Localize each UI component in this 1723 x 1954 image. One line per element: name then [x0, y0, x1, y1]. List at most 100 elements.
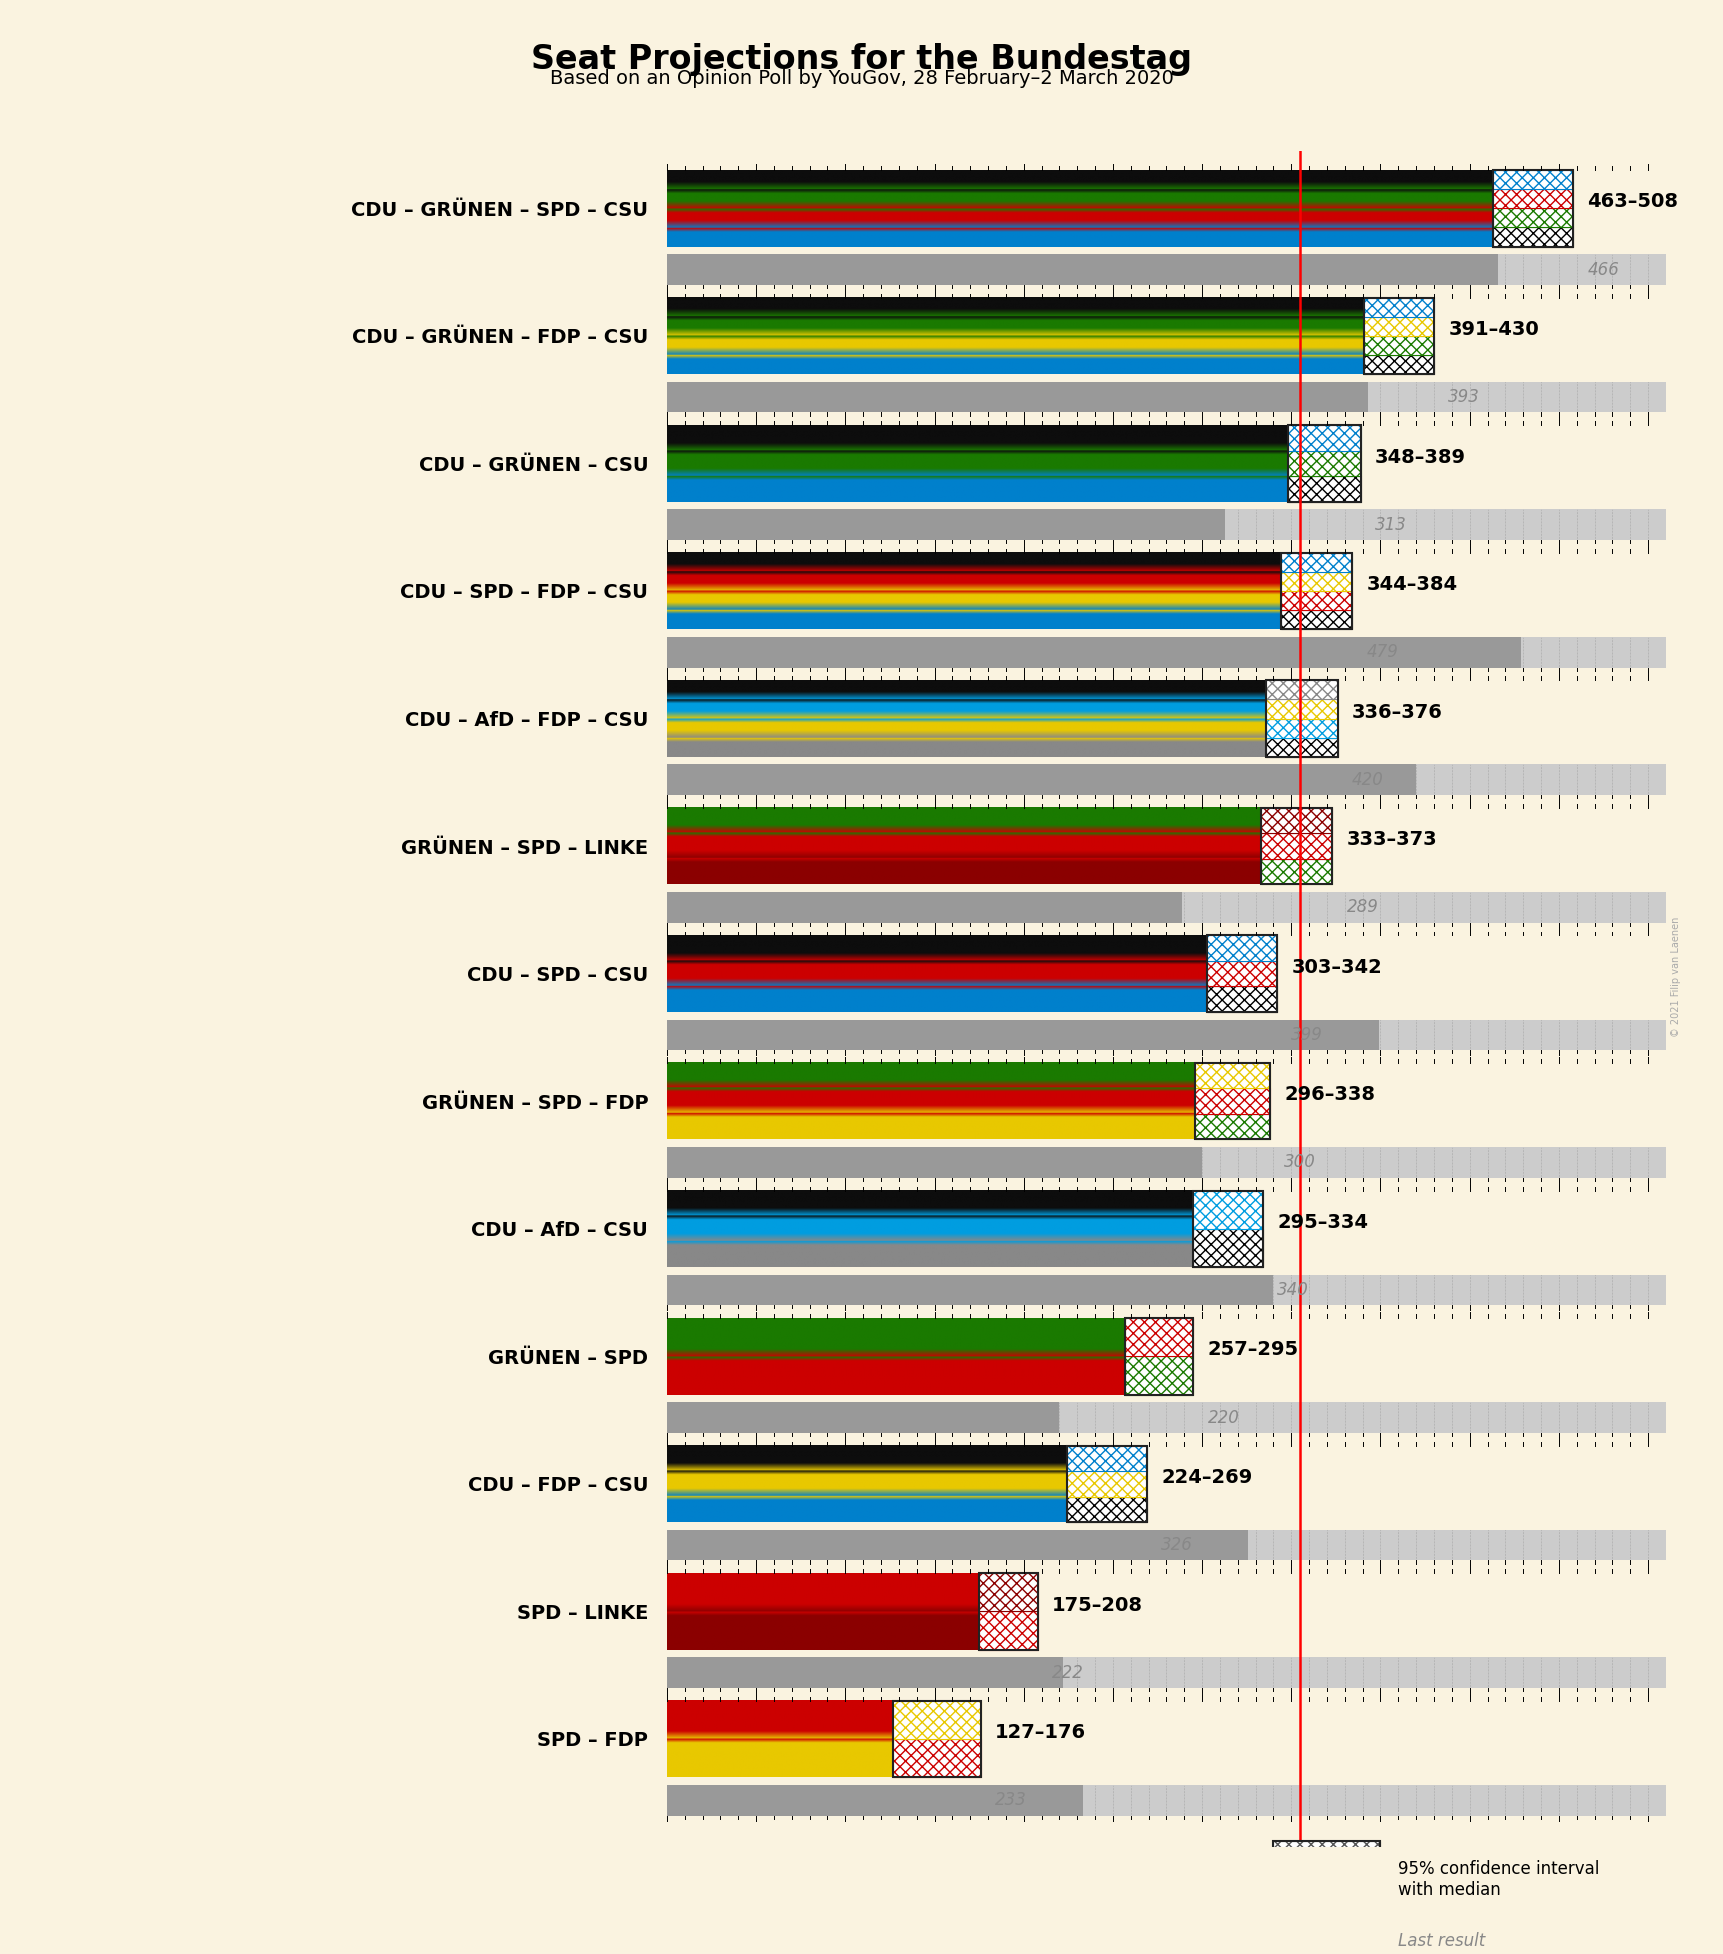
- Bar: [1266, 719, 1337, 739]
- Bar: [1266, 700, 1337, 719]
- Text: 326: 326: [1160, 1536, 1192, 1553]
- Bar: [667, 1274, 1664, 1305]
- Bar: [667, 1784, 1082, 1815]
- Text: © 2021 Filip van Laenen: © 2021 Filip van Laenen: [1670, 916, 1680, 1038]
- Bar: [893, 1700, 980, 1778]
- Text: 222: 222: [1051, 1663, 1084, 1682]
- Bar: [667, 1784, 1664, 1815]
- Text: 393: 393: [1447, 389, 1480, 406]
- Bar: [1260, 807, 1332, 885]
- Bar: [667, 1147, 1201, 1178]
- Bar: [1206, 987, 1277, 1012]
- Bar: [1280, 553, 1351, 629]
- Bar: [1287, 451, 1359, 477]
- Text: 420: 420: [1351, 770, 1384, 789]
- Bar: [1067, 1471, 1146, 1497]
- Bar: [667, 381, 1664, 412]
- Bar: [1206, 936, 1277, 961]
- Bar: [1206, 961, 1277, 987]
- Bar: [667, 1657, 1063, 1688]
- Bar: [1280, 590, 1351, 610]
- Bar: [1363, 297, 1434, 373]
- Text: Seat Projections for the Bundestag: Seat Projections for the Bundestag: [531, 43, 1192, 76]
- Text: 479: 479: [1365, 643, 1397, 660]
- Bar: [1363, 317, 1434, 336]
- Bar: [1273, 1841, 1380, 1880]
- Bar: [1192, 1190, 1261, 1229]
- Text: 224–269: 224–269: [1160, 1467, 1251, 1487]
- Bar: [1273, 1925, 1380, 1954]
- Bar: [667, 381, 1366, 412]
- Bar: [667, 637, 1664, 668]
- Bar: [1287, 426, 1359, 502]
- Bar: [1206, 936, 1277, 1012]
- Bar: [1067, 1446, 1146, 1522]
- Bar: [667, 764, 1664, 795]
- Text: Based on an Opinion Poll by YouGov, 28 February–2 March 2020: Based on an Opinion Poll by YouGov, 28 F…: [550, 68, 1173, 88]
- Bar: [1492, 227, 1571, 246]
- Bar: [1067, 1446, 1146, 1471]
- Text: 340: 340: [1277, 1282, 1308, 1299]
- Bar: [1194, 1063, 1270, 1139]
- Bar: [667, 1274, 1273, 1305]
- Bar: [979, 1573, 1037, 1612]
- Bar: [1266, 680, 1337, 756]
- Text: 399: 399: [1291, 1026, 1322, 1043]
- Bar: [1280, 610, 1351, 629]
- Bar: [893, 1739, 980, 1778]
- Bar: [1192, 1229, 1261, 1266]
- Bar: [1194, 1114, 1270, 1139]
- Bar: [1287, 477, 1359, 502]
- Text: 220: 220: [1206, 1409, 1239, 1426]
- Text: 175–208: 175–208: [1051, 1596, 1142, 1614]
- Text: 344–384: 344–384: [1365, 574, 1456, 594]
- Text: 466: 466: [1587, 260, 1618, 279]
- Text: 295–334: 295–334: [1277, 1213, 1368, 1231]
- Bar: [1280, 553, 1351, 573]
- Bar: [667, 764, 1415, 795]
- Bar: [667, 1403, 1664, 1432]
- Bar: [1192, 1190, 1261, 1266]
- Text: 257–295: 257–295: [1206, 1340, 1297, 1360]
- Bar: [1125, 1356, 1192, 1395]
- Text: 348–389: 348–389: [1375, 447, 1465, 467]
- Text: 303–342: 303–342: [1291, 957, 1382, 977]
- Text: 300: 300: [1284, 1153, 1315, 1172]
- Bar: [1125, 1319, 1192, 1356]
- Bar: [667, 637, 1520, 668]
- Bar: [1363, 297, 1434, 317]
- Text: 313: 313: [1375, 516, 1406, 533]
- Bar: [667, 1530, 1247, 1561]
- Bar: [667, 1020, 1664, 1049]
- Bar: [667, 254, 1497, 285]
- Bar: [667, 510, 1225, 539]
- Bar: [667, 893, 1664, 922]
- Bar: [1260, 807, 1332, 832]
- Text: 391–430: 391–430: [1447, 320, 1539, 338]
- Text: Last result: Last result: [1397, 1933, 1485, 1950]
- Bar: [1266, 680, 1337, 700]
- Bar: [1067, 1497, 1146, 1522]
- Bar: [1273, 1841, 1380, 1917]
- Bar: [1260, 832, 1332, 860]
- Text: 289: 289: [1346, 899, 1378, 916]
- Text: 296–338: 296–338: [1284, 1084, 1375, 1104]
- Bar: [667, 893, 1182, 922]
- Bar: [667, 1147, 1664, 1178]
- Bar: [667, 1657, 1664, 1688]
- Bar: [1280, 573, 1351, 590]
- Bar: [979, 1573, 1037, 1649]
- Text: 463–508: 463–508: [1587, 191, 1678, 211]
- Bar: [1363, 356, 1434, 373]
- Text: 233: 233: [994, 1792, 1027, 1809]
- Bar: [667, 254, 1664, 285]
- Bar: [1492, 190, 1571, 209]
- Text: 95% confidence interval
with median: 95% confidence interval with median: [1397, 1860, 1599, 1899]
- Bar: [1194, 1088, 1270, 1114]
- Bar: [1492, 170, 1571, 190]
- Text: 127–176: 127–176: [994, 1723, 1085, 1743]
- Bar: [1266, 739, 1337, 756]
- Bar: [1287, 426, 1359, 451]
- Bar: [1194, 1063, 1270, 1088]
- Bar: [1273, 1880, 1380, 1917]
